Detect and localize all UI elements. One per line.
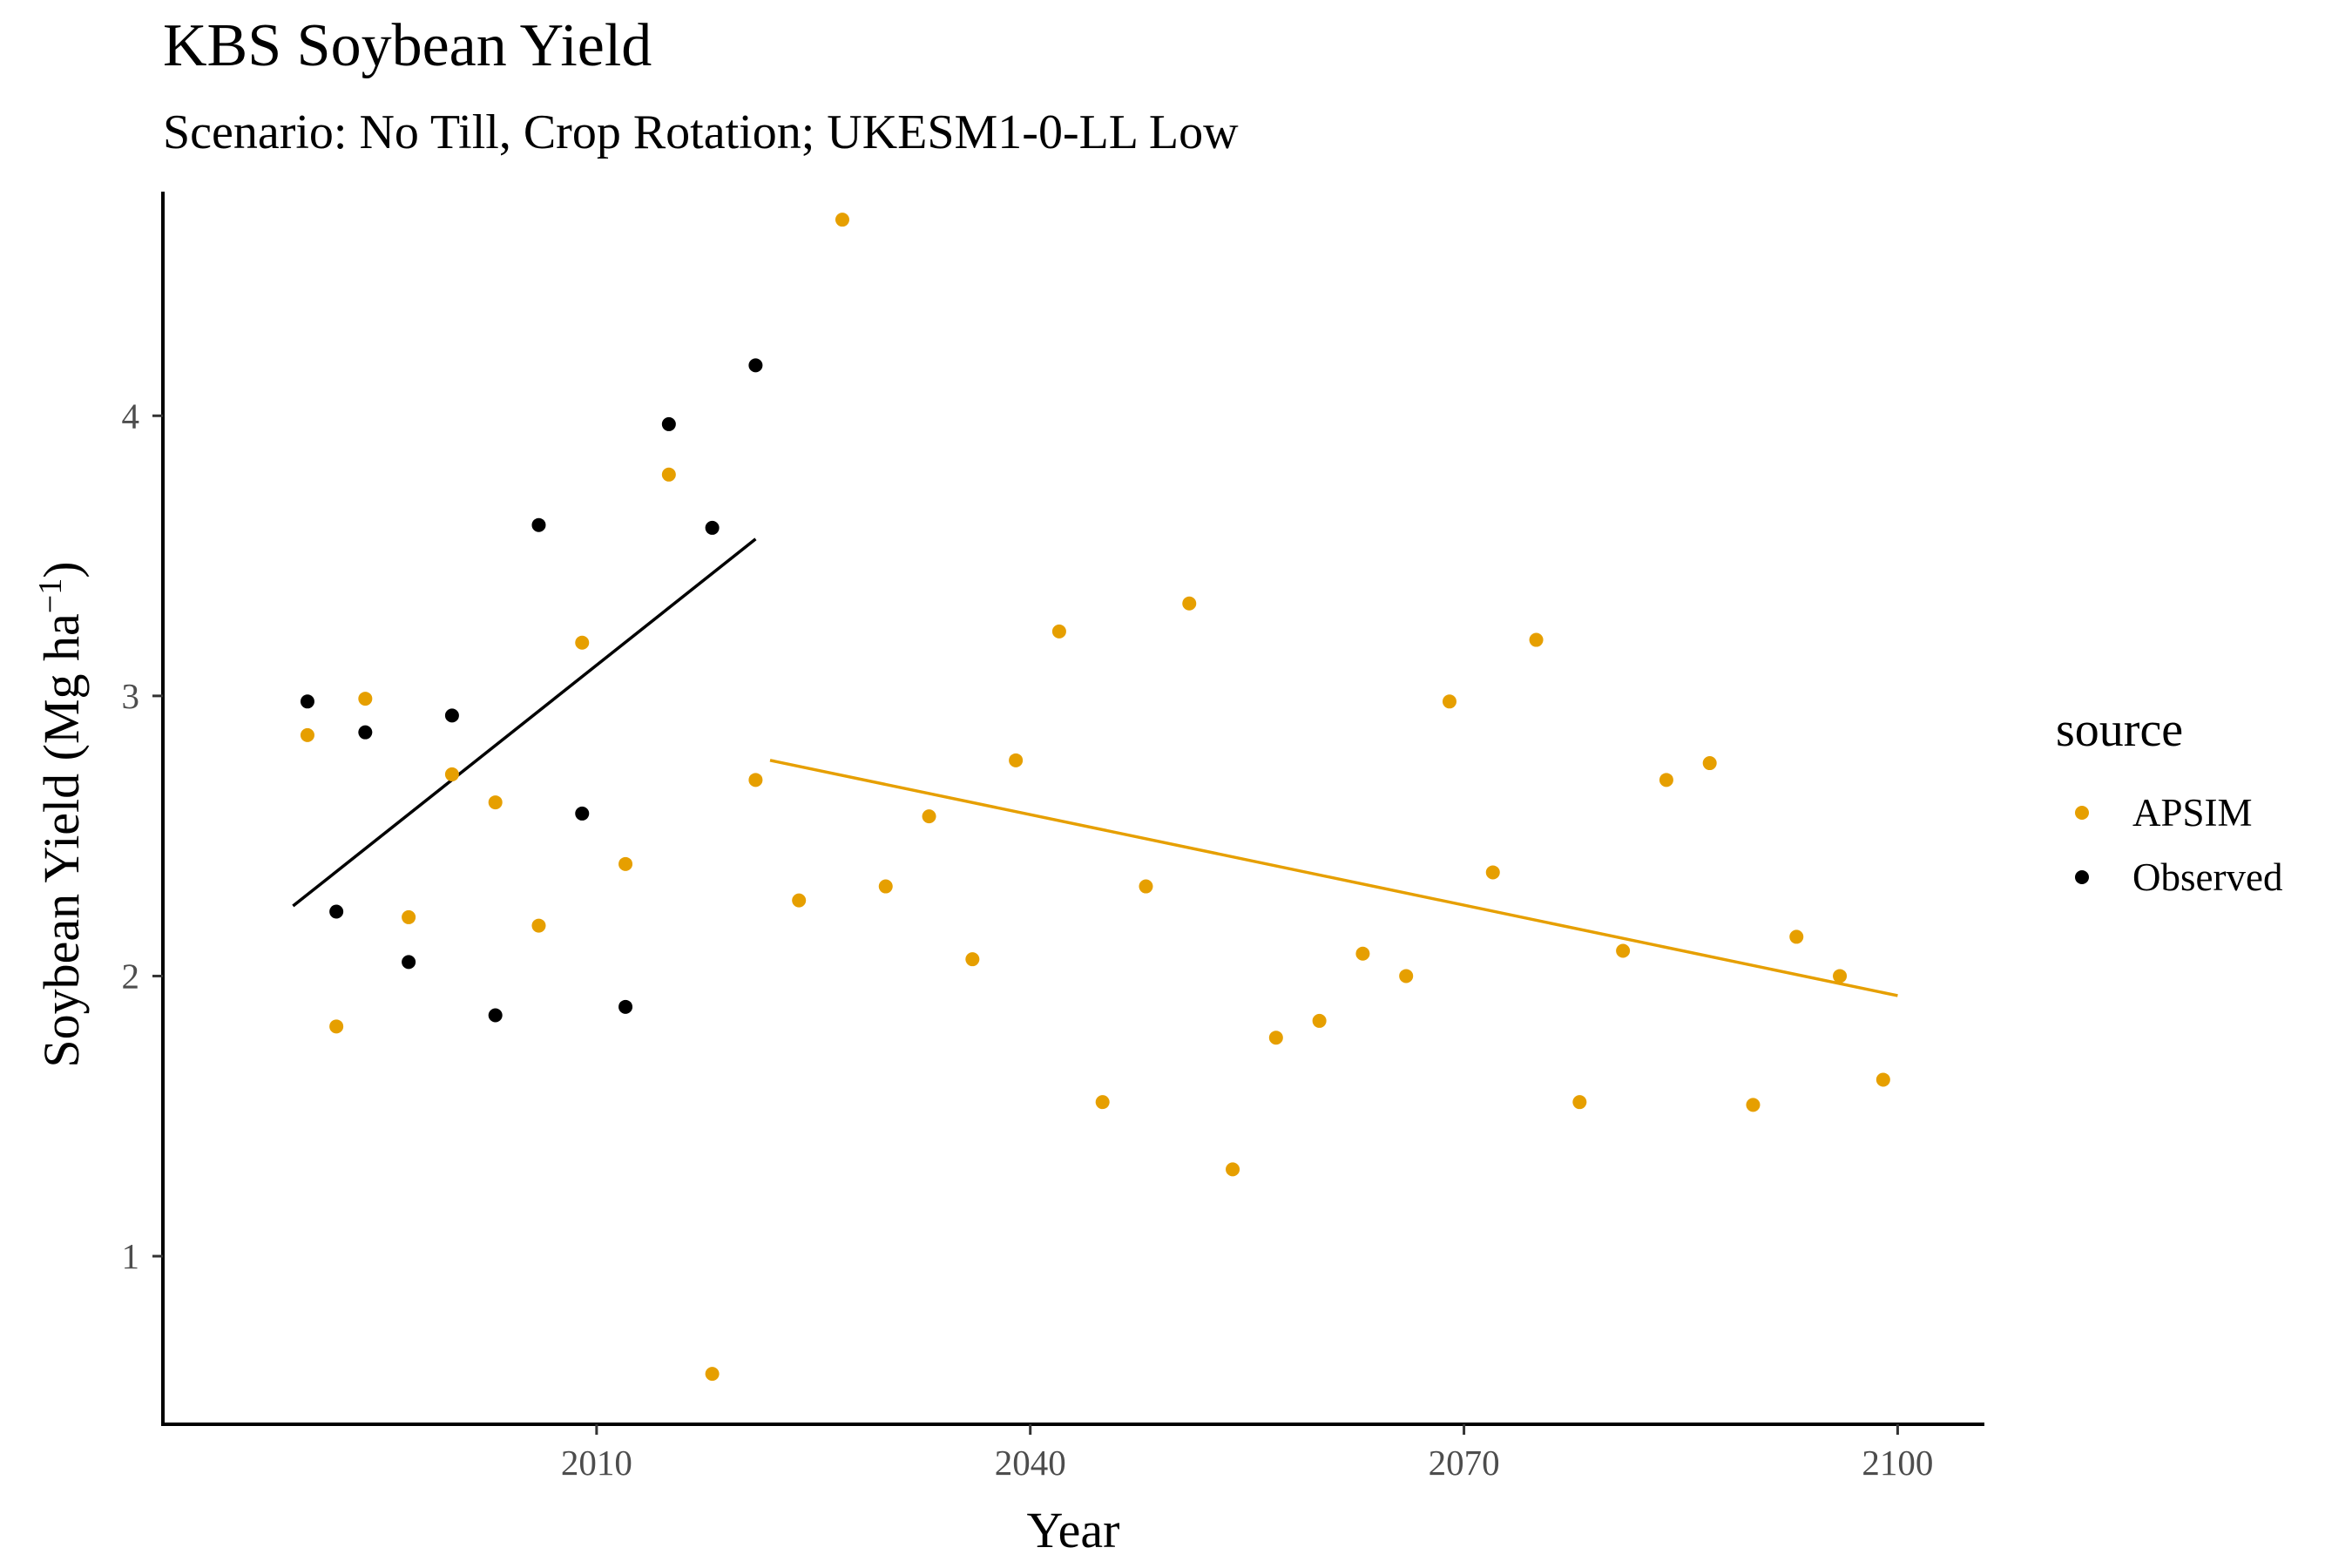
data-point-observed: [618, 999, 633, 1014]
data-point-apsim: [1095, 1095, 1110, 1110]
data-point-apsim: [1659, 773, 1673, 787]
legend-dot-apsim: [2075, 806, 2089, 820]
legend-key-observed: [2056, 851, 2108, 903]
data-point-apsim: [1009, 753, 1024, 767]
data-point-apsim: [358, 692, 373, 706]
data-point-apsim: [705, 1367, 720, 1382]
y-axis-title-main: Soybean Yield (Mg ha: [33, 613, 90, 1067]
trend-line-observed: [292, 537, 757, 908]
data-point-apsim: [1399, 969, 1414, 983]
data-point-apsim: [748, 773, 763, 787]
data-point-observed: [531, 517, 546, 532]
y-axis-title-close: ): [33, 561, 90, 578]
y-tick-label: 4: [122, 395, 140, 436]
data-point-apsim: [329, 1019, 344, 1034]
data-point-apsim: [488, 795, 503, 810]
data-point-apsim: [1746, 1098, 1761, 1112]
data-point-apsim: [402, 909, 416, 924]
x-tick-label: 2040: [995, 1443, 1066, 1483]
legend: source APSIM Observed: [2056, 706, 2282, 909]
data-point-apsim: [1312, 1013, 1327, 1028]
trend-lines: [292, 537, 1898, 997]
data-point-apsim: [1833, 969, 1848, 983]
data-point-observed: [748, 358, 763, 373]
legend-dot-observed: [2075, 870, 2089, 884]
data-point-apsim: [1226, 1162, 1240, 1177]
data-point-observed: [575, 806, 590, 821]
data-point-apsim: [792, 893, 807, 908]
data-point-observed: [661, 416, 676, 431]
data-point-apsim: [618, 856, 633, 871]
data-point-apsim: [661, 467, 676, 482]
data-point-apsim: [1876, 1072, 1890, 1087]
x-tick-label: 2070: [1429, 1443, 1500, 1483]
legend-label-apsim: APSIM: [2132, 791, 2253, 835]
data-point-observed: [488, 1008, 503, 1023]
data-point-apsim: [1051, 624, 1066, 639]
legend-key-apsim: [2056, 787, 2108, 839]
data-point-apsim: [878, 879, 893, 894]
data-point-observed: [329, 904, 344, 919]
chart-subtitle: Scenario: No Till, Crop Rotation; UKESM1…: [163, 105, 1239, 159]
legend-item-observed: Observed: [2056, 845, 2282, 909]
x-axis-title: Year: [1027, 1502, 1120, 1558]
legend-title: source: [2056, 703, 2184, 757]
data-point-apsim: [531, 918, 546, 933]
data-point-apsim: [1702, 756, 1717, 771]
y-axis-title-sup: −1: [32, 578, 69, 613]
data-points: [300, 213, 1890, 1382]
data-point-apsim: [1485, 865, 1500, 880]
data-point-apsim: [300, 727, 314, 742]
data-point-apsim: [1139, 879, 1153, 894]
data-point-apsim: [1789, 929, 1804, 944]
data-point-apsim: [1182, 596, 1197, 611]
trend-line-apsim: [769, 759, 1898, 997]
data-point-apsim: [1529, 632, 1544, 647]
data-point-observed: [358, 725, 373, 740]
x-tick-label: 2100: [1862, 1443, 1933, 1483]
data-point-apsim: [575, 635, 590, 650]
legend-label-observed: Observed: [2132, 855, 2283, 899]
chart-title: KBS Soybean Yield: [163, 12, 652, 79]
data-point-observed: [300, 694, 314, 709]
x-tick-label: 2010: [561, 1443, 632, 1483]
y-axis-ticks: 1 2 3 4: [122, 395, 163, 1276]
data-point-observed: [402, 955, 416, 970]
data-point-apsim: [444, 767, 459, 781]
data-point-apsim: [1442, 694, 1456, 709]
data-point-observed: [705, 520, 720, 535]
data-point-apsim: [1572, 1095, 1587, 1110]
x-axis-ticks: 2010 2040 2070 2100: [561, 1424, 1933, 1483]
data-point-observed: [444, 708, 459, 723]
legend-item-apsim: APSIM: [2056, 781, 2282, 845]
data-point-apsim: [1268, 1031, 1283, 1045]
data-point-apsim: [965, 952, 980, 967]
data-point-apsim: [835, 213, 849, 227]
data-point-apsim: [922, 809, 936, 824]
data-point-apsim: [1616, 943, 1631, 958]
y-tick-label: 2: [122, 956, 140, 996]
y-tick-label: 1: [122, 1236, 140, 1276]
data-point-apsim: [1355, 946, 1370, 961]
y-axis-title: Soybean Yield (Mg ha−1): [32, 561, 90, 1067]
y-tick-label: 3: [122, 676, 140, 716]
